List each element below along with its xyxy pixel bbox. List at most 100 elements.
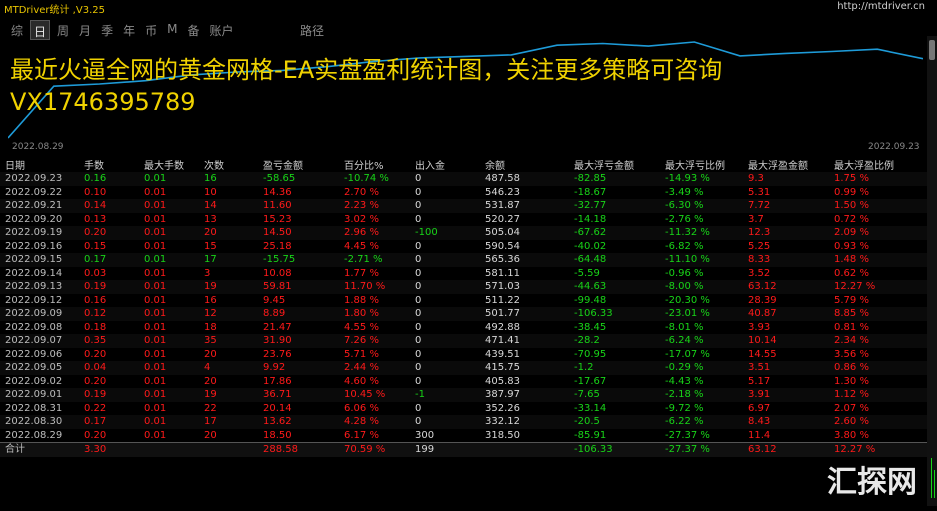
table-cell: 4.60 %	[344, 375, 379, 387]
table-cell: 0.22	[84, 402, 107, 414]
table-cell: 10.08	[263, 267, 292, 279]
table-cell: 2022.09.12	[5, 294, 63, 306]
table-cell: 7.26 %	[344, 334, 415, 348]
table-row[interactable]: 2022.08.29 0.20 0.01 20 18.50 6.17 % 300 318.50…	[0, 429, 927, 443]
tab-7[interactable]: M	[167, 22, 178, 36]
column-header[interactable]: 百分比%	[344, 160, 384, 172]
table-cell: 40.87	[748, 307, 834, 321]
column-header[interactable]: 手数	[84, 160, 104, 172]
table-cell: -17.07 %	[665, 348, 710, 360]
table-cell: 0	[415, 213, 422, 225]
table-cell: -6.24 %	[665, 334, 748, 348]
table-cell: -2.76 %	[665, 213, 704, 225]
table-cell: 511.22	[485, 294, 520, 306]
table-row[interactable]: 2022.09.20 0.13 0.01 13 15.23 3.02 % 0 520.27 -1…	[0, 213, 927, 227]
table-row[interactable]: 2022.09.13 0.19 0.01 19 59.81 11.70 % 0 571.03-…	[0, 280, 927, 294]
table-cell: -27.37 %	[665, 429, 710, 441]
table-cell: -14.18	[574, 213, 607, 225]
balance-line	[8, 41, 923, 139]
tab-0[interactable]: 综	[11, 24, 24, 38]
table-cell: 17.86	[263, 375, 292, 387]
tab-4[interactable]: 季	[101, 24, 114, 38]
table-cell: 7.72	[748, 199, 834, 213]
table-cell: 318.50	[485, 429, 520, 441]
table-cell: 4.55 %	[344, 321, 379, 333]
table-row[interactable]: 2022.09.12 0.16 0.01 16 9.45 1.88 % 0 511.22 -99…	[0, 294, 927, 308]
table-cell: 2022.08.29	[5, 429, 63, 441]
table-cell: 1.75 %	[834, 172, 927, 186]
overlay-line-1: 最近火逼全网的黄金网格-EA实盘盈利统计图，关注更多策略可咨询	[10, 56, 723, 84]
table-row[interactable]: 2022.09.06 0.20 0.01 20 23.76 5.71 % 0 439.51 -7…	[0, 348, 927, 362]
tab-1[interactable]: 日	[30, 20, 51, 40]
table-cell: 3.7	[748, 213, 764, 225]
table-cell: 28.39	[748, 294, 777, 306]
tab-8[interactable]: 备	[187, 24, 200, 38]
table-row[interactable]: 2022.09.05 0.04 0.01 4 9.92 2.44 % 0 415.75 -1.2…	[0, 361, 927, 375]
total-cell: 12.27 %	[834, 442, 927, 457]
table-cell: 25.18	[263, 240, 292, 252]
table-cell: 0.93 %	[834, 240, 869, 252]
table-cell: 9.45	[263, 294, 286, 306]
table-cell: 2022.09.09	[0, 307, 84, 321]
column-header[interactable]: 日期	[5, 160, 25, 172]
table-cell: 2022.09.08	[5, 321, 63, 333]
column-header[interactable]: 最大浮亏金额	[574, 160, 634, 172]
app-title: MTDriver统计 ,V3.25	[4, 5, 105, 16]
column-header[interactable]: 盈亏金额	[263, 160, 303, 172]
table-row[interactable]: 2022.08.31 0.22 0.01 22 20.14 6.06 % 0 352.26 -3…	[0, 402, 927, 416]
table-row[interactable]: 2022.09.09 0.12 0.01 12 8.89 1.80 % 0 501.77 -10…	[0, 307, 927, 321]
table-cell: 0.72 %	[834, 213, 869, 225]
table-cell: 15.23	[263, 213, 292, 225]
total-row: 合计 3.30 288.58 70.59 % 199 -106.33 -27.37 % 63.…	[0, 442, 927, 457]
table-cell: 0	[415, 402, 422, 414]
table-cell: 565.36	[485, 253, 574, 267]
column-header[interactable]: 次数	[204, 160, 224, 172]
table-cell: 0.20	[84, 429, 107, 441]
table-cell: -70.95	[574, 348, 607, 360]
tab-6[interactable]: 币	[145, 24, 158, 38]
table-row[interactable]: 2022.09.07 0.35 0.01 35 31.90 7.26 % 0 471.41 -2…	[0, 334, 927, 348]
table-cell: -14.93 %	[665, 172, 748, 186]
table-cell: 2.09 %	[834, 226, 927, 240]
column-header[interactable]: 最大手数	[144, 160, 184, 172]
table-row[interactable]: 2022.09.23 0.16 0.01 16 -58.65 -10.74 % 0 487.5…	[0, 172, 927, 186]
tab-2[interactable]: 周	[57, 24, 70, 38]
table-row[interactable]: 2022.09.21 0.14 0.01 14 11.60 2.23 % 0 531.87 -3…	[0, 199, 927, 213]
table-row[interactable]: 2022.08.30 0.17 0.01 17 13.62 4.28 % 0 332.12 -2…	[0, 415, 927, 429]
table-row[interactable]: 2022.09.15 0.17 0.01 17 -15.75 -2.71 % 0 565.36…	[0, 253, 927, 267]
column-header[interactable]: 最大浮亏比例	[665, 160, 725, 172]
website-link[interactable]: http://mtdriver.cn	[837, 1, 925, 12]
tab-path[interactable]: 路径	[300, 24, 325, 38]
table-cell: -64.48	[574, 253, 665, 267]
table-row[interactable]: 2022.09.14 0.03 0.01 3 10.08 1.77 % 0 581.11 -5.…	[0, 267, 927, 281]
table-cell: 17	[204, 253, 263, 267]
table-cell: 2.70 %	[344, 186, 379, 198]
column-header[interactable]: 最大浮盈比例	[834, 160, 894, 172]
table-cell: 8.85 %	[834, 307, 927, 321]
column-header[interactable]: 出入金	[415, 160, 445, 172]
table-cell: -44.63	[574, 280, 665, 294]
tab-3[interactable]: 月	[79, 24, 92, 38]
table-cell: 16	[204, 294, 217, 306]
scrollbar-thumb[interactable]	[929, 40, 935, 60]
table-cell: 352.26	[485, 402, 520, 414]
table-cell: 0.01	[144, 415, 204, 429]
table-cell: 0	[415, 321, 422, 333]
table-cell: 505.04	[485, 226, 574, 240]
table-row[interactable]: 2022.09.19 0.20 0.01 20 14.50 2.96 % -100 505.0…	[0, 226, 927, 240]
table-cell: 0.20	[84, 375, 107, 387]
column-header[interactable]: 余额	[485, 160, 505, 172]
table-row[interactable]: 2022.09.08 0.18 0.01 18 21.47 4.55 % 0 492.88 -3…	[0, 321, 927, 335]
table-cell: 15	[204, 240, 217, 252]
table-cell: 11.70 %	[344, 280, 415, 294]
table-cell: 31.90	[263, 334, 344, 348]
column-header[interactable]: 最大浮盈金额	[748, 160, 808, 172]
table-cell: 492.88	[485, 321, 520, 333]
table-row[interactable]: 2022.09.02 0.20 0.01 20 17.86 4.60 % 0 405.83 -1…	[0, 375, 927, 389]
table-row[interactable]: 2022.09.16 0.15 0.01 15 25.18 4.45 % 0 590.54 -4…	[0, 240, 927, 254]
tab-5[interactable]: 年	[123, 24, 136, 38]
table-row[interactable]: 2022.09.01 0.19 0.01 19 36.71 10.45 % -1 387.97…	[0, 388, 927, 402]
scrollbar[interactable]	[927, 36, 937, 506]
table-row[interactable]: 2022.09.22 0.10 0.01 10 14.36 2.70 % 0 546.23 -1…	[0, 186, 927, 200]
tab-9[interactable]: 账户	[209, 24, 234, 38]
